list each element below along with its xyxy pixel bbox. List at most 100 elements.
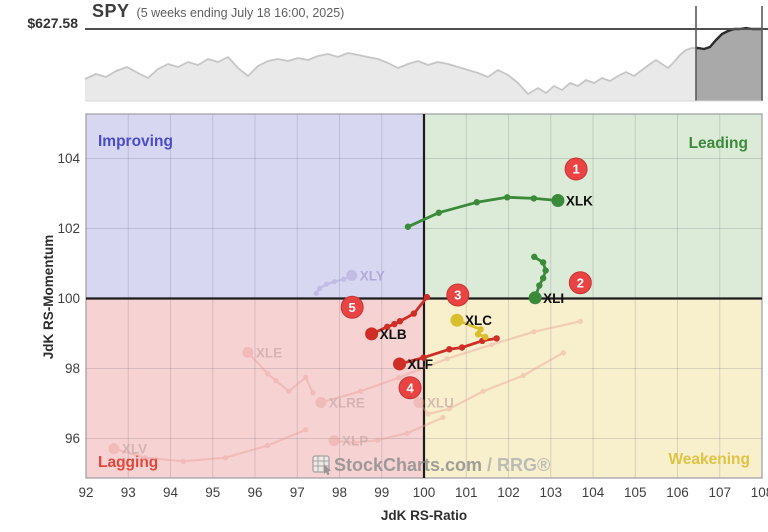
trail-dot-XLY-1 bbox=[317, 285, 323, 291]
trail-line-XLV bbox=[112, 428, 307, 463]
x-tick-97: 97 bbox=[290, 485, 305, 500]
trail-XLV bbox=[108, 427, 309, 464]
trail-label-XLP: XLP bbox=[342, 434, 368, 449]
trail-dot-XLP-2 bbox=[374, 437, 381, 443]
trail-XLP bbox=[328, 414, 446, 447]
x-tick-98: 98 bbox=[332, 485, 347, 500]
watermark-text: StockCharts.com / RRG® bbox=[334, 455, 550, 475]
trail-dot-XLY-4 bbox=[341, 276, 347, 282]
trail-dot-XLB-4 bbox=[384, 323, 391, 331]
badge-number-5: 5 bbox=[349, 300, 356, 315]
badge-4: 4 bbox=[398, 376, 422, 400]
trail-dot-XLB-3 bbox=[391, 320, 398, 328]
badge-3: 3 bbox=[446, 283, 470, 307]
quadrant-lagging bbox=[86, 298, 424, 478]
trail-dot-XLK-0 bbox=[404, 223, 412, 230]
rrg-quadrant-backgrounds bbox=[86, 114, 762, 478]
trail-dot-XLY-2 bbox=[323, 281, 330, 287]
trail-dot-XLP-3 bbox=[351, 440, 357, 446]
trail-head-XLV bbox=[108, 443, 120, 455]
stockcharts-watermark: StockCharts.com / RRG® bbox=[312, 455, 550, 476]
trail-dot-XLV-4 bbox=[142, 455, 148, 461]
trail-dot-XLI-4 bbox=[536, 282, 543, 289]
trail-line-XLY bbox=[315, 274, 353, 295]
trail-line-XLE bbox=[246, 351, 314, 395]
spy-window-highlight bbox=[696, 26, 762, 101]
trail-dot-XLI-3 bbox=[539, 275, 547, 282]
trail-dot-XLE-1 bbox=[303, 374, 309, 380]
trail-dot-XLB-0 bbox=[423, 293, 431, 301]
trail-line-XLK bbox=[406, 195, 560, 229]
badge-circle-5 bbox=[340, 295, 364, 319]
trail-label-XLF: XLF bbox=[407, 357, 433, 372]
badge-circle-4 bbox=[398, 376, 422, 400]
trail-line-XLU bbox=[417, 351, 565, 416]
trail-label-XLY: XLY bbox=[360, 268, 385, 283]
trail-dot-XLE-3 bbox=[273, 378, 279, 384]
quadrant-leading bbox=[424, 114, 762, 299]
trail-dot-XLU-4 bbox=[425, 411, 431, 417]
trail-dot-XLI-2 bbox=[542, 267, 549, 274]
x-axis-title: JdK RS-Ratio bbox=[381, 508, 467, 523]
trail-label-XLK: XLK bbox=[566, 194, 593, 209]
trail-dot-XLK-3 bbox=[504, 194, 511, 201]
x-tick-93: 93 bbox=[121, 485, 136, 500]
trail-dot-XLU-3 bbox=[446, 406, 452, 412]
trail-head-XLU bbox=[413, 396, 425, 408]
x-tick-94: 94 bbox=[163, 485, 179, 500]
y-tick-98: 98 bbox=[65, 361, 80, 376]
trail-dot-XLK-1 bbox=[435, 209, 442, 216]
trail-head-XLY bbox=[346, 269, 358, 281]
trail-label-XLE: XLE bbox=[256, 345, 282, 360]
badge-1: 1 bbox=[564, 157, 588, 181]
trail-XLY bbox=[313, 269, 358, 296]
trail-XLRE bbox=[315, 318, 583, 408]
trail-XLU bbox=[413, 350, 567, 417]
trail-head-XLK bbox=[551, 194, 565, 207]
x-tick-102: 102 bbox=[497, 485, 520, 500]
trail-label-XLC: XLC bbox=[465, 313, 492, 328]
x-tick-100: 100 bbox=[413, 485, 436, 500]
trail-dot-XLK-2 bbox=[473, 199, 481, 206]
trail-dot-XLK-4 bbox=[530, 195, 538, 202]
y-tick-96: 96 bbox=[65, 431, 80, 446]
trail-XLF bbox=[392, 335, 500, 371]
x-tick-99: 99 bbox=[374, 485, 389, 500]
trail-label-XLI: XLI bbox=[543, 291, 564, 306]
badge-circle-1 bbox=[564, 157, 588, 181]
trail-XLI bbox=[528, 253, 549, 305]
trail-dot-XLV-3 bbox=[180, 458, 186, 464]
trail-dot-XLP-1 bbox=[404, 430, 410, 436]
rrg-gridlines bbox=[85, 113, 763, 479]
trail-label-XLB: XLB bbox=[380, 327, 407, 342]
badge-number-3: 3 bbox=[454, 288, 461, 303]
trail-head-XLI bbox=[528, 291, 542, 305]
x-tick-107: 107 bbox=[708, 485, 731, 500]
trail-dot-XLE-2 bbox=[286, 388, 292, 394]
spy-area bbox=[85, 28, 762, 101]
x-tick-105: 105 bbox=[624, 485, 647, 500]
trail-dot-XLF-2 bbox=[458, 344, 466, 351]
quadrant-label-lagging: Lagging bbox=[98, 454, 158, 471]
trail-head-XLF bbox=[392, 357, 406, 371]
last-price-label: $627.58 bbox=[27, 15, 78, 31]
trail-head-XLRE bbox=[315, 396, 327, 408]
trail-label-XLV: XLV bbox=[122, 442, 147, 457]
quadrant-improving bbox=[86, 114, 424, 299]
trail-dot-XLV-1 bbox=[265, 442, 271, 449]
quadrant-label-leading: Leading bbox=[689, 135, 748, 152]
trail-dot-XLV-0 bbox=[303, 427, 309, 433]
trail-dot-XLI-0 bbox=[531, 253, 538, 261]
y-tick-100: 100 bbox=[57, 291, 80, 306]
trail-dot-XLRE-0 bbox=[577, 318, 583, 324]
trail-dot-XLF-4 bbox=[420, 354, 427, 361]
trail-dot-XLP-0 bbox=[440, 414, 446, 421]
trail-dot-XLRE-3 bbox=[444, 356, 450, 362]
trail-dot-XLC-0 bbox=[482, 333, 489, 341]
trail-line-XLP bbox=[332, 416, 445, 444]
y-tick-102: 102 bbox=[57, 221, 80, 236]
chart-title: SPY (5 weeks ending July 18 16:00, 2025) bbox=[92, 1, 344, 22]
x-tick-108: 108 bbox=[751, 485, 768, 500]
trail-dot-XLB-2 bbox=[396, 318, 404, 325]
